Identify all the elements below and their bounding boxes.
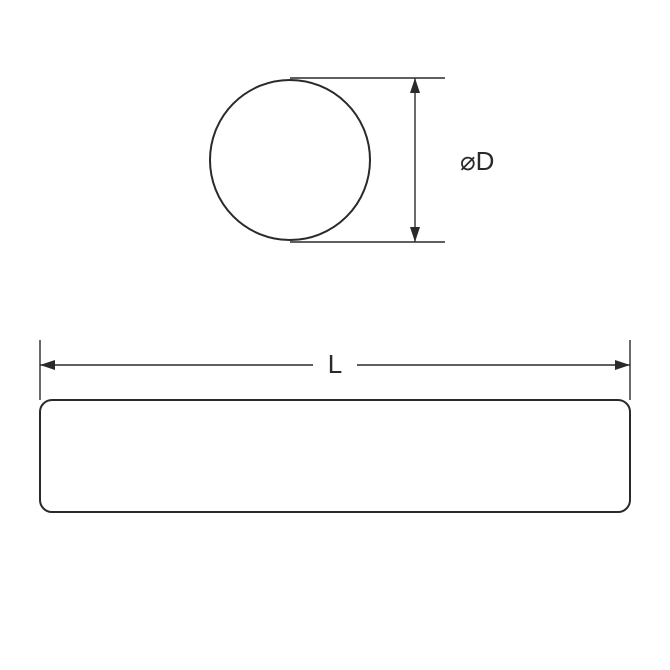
diameter-label: ⌀D [460,146,494,176]
length-label: L [328,349,342,379]
technical-drawing: ⌀D L [0,0,670,670]
end-view-circle [210,80,370,240]
side-view-rect [40,400,630,512]
